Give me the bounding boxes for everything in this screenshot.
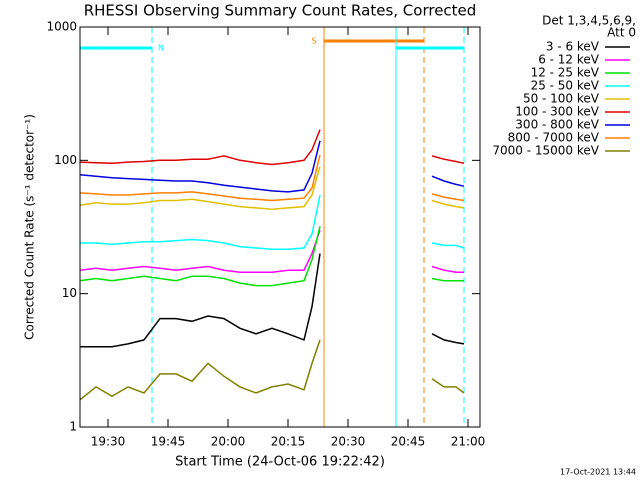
y-tick-label: 10 [62,286,77,300]
footer: 17-Oct-2021 13:44 [560,468,636,477]
x-tick-label: 21:00 [451,435,486,449]
series-line [79,129,465,166]
series-line [80,194,465,251]
x-axis-label: Start Time (24-Oct-06 19:22:42) [175,455,385,470]
series-line [79,226,464,287]
legend-label: 800 - 7000 keV [508,131,600,145]
legend-label: 12 - 25 keV [531,66,600,80]
series-line [79,154,465,202]
series-line [79,229,464,273]
x-tick-label: 20:30 [331,435,366,449]
series-line [79,166,465,210]
chart-title: RHESSI Observing Summary Count Rates, Co… [84,2,477,20]
legend-title: Att 0 [607,26,636,40]
x-tick-label: 20:00 [211,435,246,449]
x-tick-label: 20:15 [271,435,306,449]
series-line [79,140,465,193]
y-tick-label: 1000 [46,20,77,34]
y-axis-label: Corrected Count Rate (s⁻¹ detector⁻¹) [23,114,37,340]
legend-title: Det 1,3,4,5,6,9, [542,14,636,28]
legend-label: 7000 - 15000 keV [492,144,599,158]
interval-label: N [158,44,164,53]
series-line [79,339,465,401]
x-tick-label: 19:30 [91,435,126,449]
legend-label: 300 - 800 keV [515,118,599,132]
interval-label: S [311,37,316,46]
y-tick-label: 1 [69,420,77,434]
x-tick-label: 20:45 [391,435,426,449]
legend-label: 3 - 6 keV [546,40,600,54]
y-tick-label: 100 [54,153,77,167]
series-line [80,253,465,348]
plot-frame [79,26,481,428]
legend-label: 25 - 50 keV [531,79,600,93]
legend-label: 50 - 100 keV [523,92,600,106]
legend-label: 6 - 12 keV [538,53,600,67]
legend-label: 100 - 300 keV [515,105,599,119]
x-tick-label: 19:45 [151,435,186,449]
